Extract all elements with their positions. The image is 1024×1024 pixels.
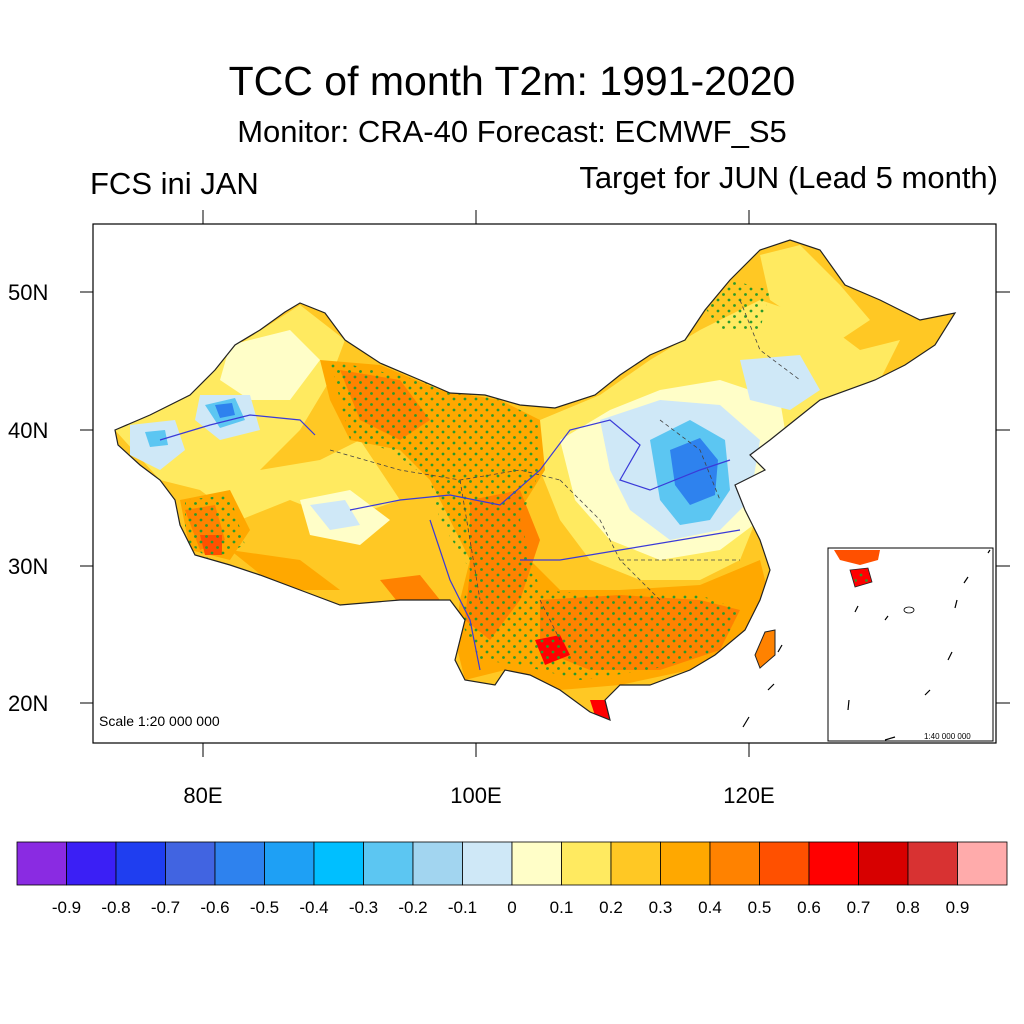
colorbar-box [957,841,1008,886]
colorbar-label: -0.1 [448,898,477,917]
inset-map: 1:40 000 000 [827,547,994,742]
rivers [159,414,741,671]
colorbar-box [214,841,265,886]
left-string: FCS ini JAN [90,166,259,201]
colorbar-label: -0.9 [52,898,81,917]
colorbar-box [858,841,909,886]
colorbar-label: 0.1 [550,898,574,917]
colorbar-box [561,841,612,886]
colorbar: -0.9 -0.8 -0.7 -0.6 -0.5 -0.4 -0.3 -0.2 -0.1 0 0.1… [16,841,1008,917]
colorbar-box [907,841,958,886]
lon-axis [202,210,750,757]
colorbar-label: 0 [507,898,516,917]
colorbar-label: -0.5 [250,898,279,917]
colorbar-label: 0.8 [896,898,920,917]
lat-label-50n: 50N [8,280,48,305]
colorbar-label: 0.7 [847,898,871,917]
taiwan [754,629,776,669]
colorbar-box [759,841,810,886]
colorbar-box [264,841,315,886]
colorbar-label: 0.5 [748,898,772,917]
province-borders [329,299,801,641]
colorbar-box [709,841,760,886]
colorbar-box [808,841,859,886]
lon-label-100e: 100E [450,783,501,808]
colorbar-label: 0.2 [599,898,623,917]
colorbar-label: -0.4 [299,898,328,917]
scale-label: Scale 1:20 000 000 [99,713,220,729]
colorbar-box [412,841,463,886]
colorbar-label: -0.7 [151,898,180,917]
colorbar-box [115,841,166,886]
colorbar-box [511,841,562,886]
colorbar-label: 0.3 [649,898,673,917]
colorbar-label: 0.9 [946,898,970,917]
colorbar-box [363,841,414,886]
lon-label-80e: 80E [183,783,222,808]
colorbar-box [66,841,117,886]
colorbar-label: -0.6 [200,898,229,917]
map-title: TCC of month T2m: 1991-2020 [228,58,796,104]
right-string: Target for JUN (Lead 5 month) [579,160,998,195]
colorbar-box [313,841,364,886]
colorbar-box [660,841,711,886]
colorbar-label: 0.6 [797,898,821,917]
inset-scale-label: 1:40 000 000 [924,732,971,741]
colorbar-box [16,841,67,886]
lon-label-120e: 120E [723,783,774,808]
lat-label-30n: 30N [8,554,48,579]
lat-label-40n: 40N [8,418,48,443]
nine-dash-segments [742,644,783,728]
colorbar-label: 0.4 [698,898,722,917]
map-subtitle: Monitor: CRA-40 Forecast: ECMWF_S5 [237,114,787,149]
lat-label-20n: 20N [8,691,48,716]
colorbar-box [462,841,513,886]
colorbar-box [610,841,661,886]
colorbar-label: -0.3 [349,898,378,917]
colorbar-label: -0.2 [398,898,427,917]
colorbar-label: -0.8 [101,898,130,917]
lat-axis [80,291,1010,704]
colorbar-box [165,841,216,886]
china-border [114,239,957,721]
